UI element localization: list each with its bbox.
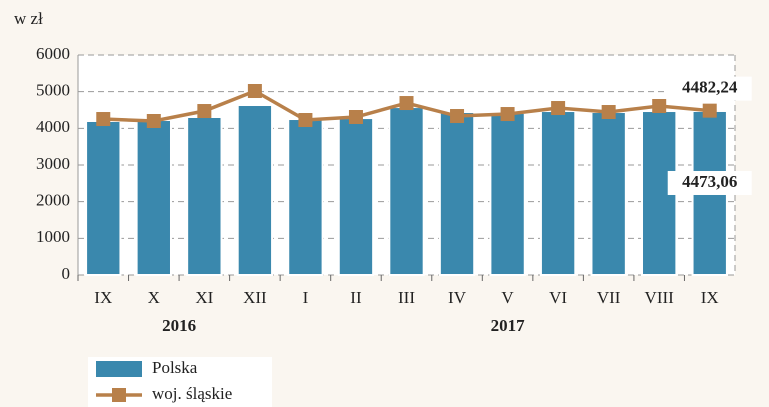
y-axis-label: w zł bbox=[14, 9, 43, 28]
marker bbox=[601, 105, 616, 120]
x-tick-label: IX bbox=[94, 288, 112, 307]
x-tick-label: VIII bbox=[645, 288, 675, 307]
group-label: 2017 bbox=[491, 316, 526, 335]
marker bbox=[399, 96, 414, 111]
value-label: 4482,24 bbox=[682, 78, 738, 97]
bar bbox=[489, 112, 526, 276]
legend-label: woj. śląskie bbox=[152, 384, 232, 403]
x-tick-label: XI bbox=[195, 288, 213, 307]
x-tick-label: II bbox=[350, 288, 362, 307]
bar bbox=[388, 106, 425, 276]
marker bbox=[96, 112, 111, 127]
y-tick-label: 6000 bbox=[36, 44, 70, 63]
x-tick-label: VI bbox=[549, 288, 567, 307]
bar bbox=[236, 104, 274, 276]
legend-marker bbox=[112, 388, 126, 402]
bar bbox=[85, 120, 122, 276]
value-label-bg bbox=[667, 170, 752, 195]
marker bbox=[197, 104, 212, 119]
bar bbox=[539, 110, 577, 276]
marker bbox=[450, 109, 465, 124]
x-tick-label: V bbox=[501, 288, 514, 307]
y-tick-label: 2000 bbox=[36, 191, 70, 210]
marker bbox=[702, 103, 717, 118]
marker bbox=[298, 113, 313, 128]
value-label: 4473,06 bbox=[682, 172, 737, 191]
marker bbox=[247, 84, 262, 99]
bar bbox=[590, 111, 627, 277]
legend-label: Polska bbox=[152, 358, 198, 377]
legend-swatch bbox=[96, 361, 142, 377]
bar bbox=[135, 119, 172, 277]
x-tick-label: IX bbox=[701, 288, 719, 307]
marker bbox=[652, 99, 667, 114]
marker bbox=[348, 110, 363, 125]
marker bbox=[500, 107, 515, 122]
group-label: 2016 bbox=[162, 316, 196, 335]
x-tick-label: I bbox=[303, 288, 309, 307]
x-tick-label: VII bbox=[597, 288, 621, 307]
marker bbox=[146, 114, 161, 128]
y-tick-label: 1000 bbox=[36, 227, 70, 246]
bar bbox=[438, 111, 476, 277]
x-tick-label: III bbox=[398, 288, 415, 307]
x-tick-label: IV bbox=[448, 288, 467, 307]
value-label-bg bbox=[667, 76, 752, 101]
bar bbox=[287, 118, 324, 276]
bar bbox=[186, 116, 223, 277]
x-tick-label: X bbox=[148, 288, 160, 307]
y-tick-label: 0 bbox=[62, 264, 71, 283]
x-tick-label: XII bbox=[243, 288, 267, 307]
marker bbox=[551, 101, 566, 116]
y-tick-label: 4000 bbox=[36, 117, 70, 136]
y-tick-label: 5000 bbox=[36, 81, 70, 100]
y-tick-label: 3000 bbox=[36, 154, 70, 173]
bar bbox=[337, 117, 375, 276]
